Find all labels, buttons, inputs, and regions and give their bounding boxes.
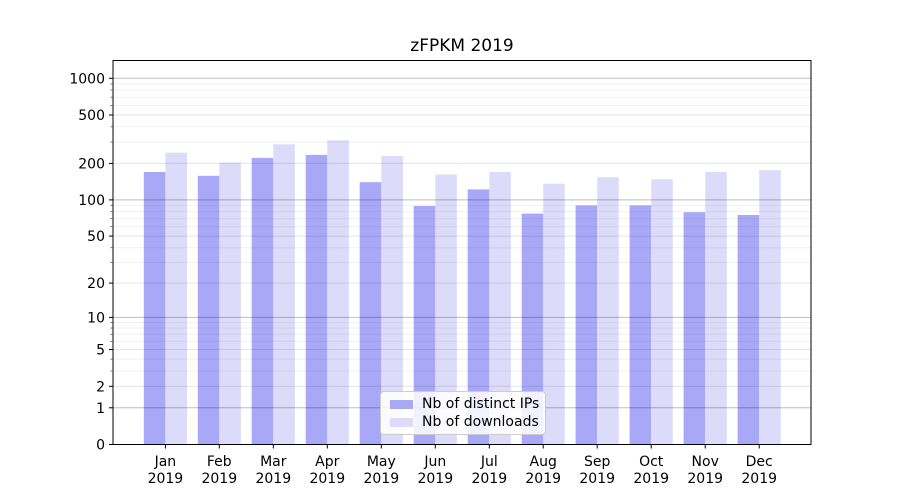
bar-may-distinct-ips — [359, 182, 382, 445]
legend: Nb of distinct IPs Nb of downloads — [380, 391, 546, 435]
bar-nov-downloads — [705, 172, 727, 445]
x-tick-label-month: Dec — [746, 454, 773, 470]
bar-oct-distinct-ips — [629, 205, 652, 445]
bar-jun-distinct-ips — [413, 206, 436, 445]
y-tick-label: 20 — [87, 276, 105, 292]
x-tick-label-month: Oct — [639, 454, 664, 470]
x-tick-label-month: Sep — [584, 454, 611, 470]
bar-apr-distinct-ips — [305, 154, 328, 445]
x-tick-label-year: 2019 — [363, 471, 399, 487]
x-tick-label-month: Mar — [260, 454, 287, 470]
bar-mar-downloads — [273, 144, 295, 445]
x-tick-label-year: 2019 — [687, 471, 723, 487]
y-tick-label: 10 — [87, 310, 105, 326]
y-tick-label: 1 — [96, 401, 105, 417]
bar-mar-distinct-ips — [251, 157, 274, 445]
bar-jul-downloads — [489, 172, 511, 445]
x-tick-label-year: 2019 — [255, 471, 291, 487]
legend-label-distinct-ips: Nb of distinct IPs — [422, 396, 540, 412]
x-tick-label-year: 2019 — [741, 471, 777, 487]
bar-dec-distinct-ips — [737, 215, 760, 445]
bar-dec-downloads — [759, 170, 781, 445]
bar-jul-distinct-ips — [467, 189, 490, 445]
bar-aug-distinct-ips — [521, 213, 544, 445]
x-tick-label-month: May — [367, 454, 396, 470]
bar-feb-distinct-ips — [197, 175, 220, 445]
y-tick-label: 0 — [96, 438, 105, 454]
bar-jan-downloads — [165, 152, 187, 445]
legend-swatch-distinct-ips — [390, 399, 413, 409]
bar-sep-downloads — [597, 177, 619, 445]
x-tick-label-month: Jun — [423, 454, 446, 470]
x-tick-label-month: Feb — [207, 454, 232, 470]
chart-title: zFPKM 2019 — [410, 36, 514, 56]
bar-sep-distinct-ips — [575, 205, 598, 445]
x-tick-label-month: Jan — [154, 454, 177, 470]
x-tick-label-year: 2019 — [201, 471, 237, 487]
x-tick-label-month: Jul — [480, 454, 498, 470]
x-tick-label-year: 2019 — [471, 471, 507, 487]
plot-border — [112, 60, 812, 445]
x-tick-label-year: 2019 — [309, 471, 345, 487]
bar-oct-downloads — [651, 179, 673, 445]
y-tick-label: 2 — [96, 379, 105, 395]
x-tick-label-year: 2019 — [633, 471, 669, 487]
bar-apr-downloads — [327, 140, 349, 445]
bar-jan-distinct-ips — [143, 172, 166, 445]
legend-entry-distinct-ips: Nb of distinct IPs — [390, 397, 545, 411]
bar-nov-distinct-ips — [683, 212, 706, 445]
y-tick-label: 200 — [78, 156, 105, 172]
x-tick-label-year: 2019 — [148, 471, 184, 487]
x-tick-label-year: 2019 — [579, 471, 615, 487]
x-tick-label-month: Aug — [530, 454, 557, 470]
x-tick-label-month: Nov — [692, 454, 719, 470]
x-tick-label-year: 2019 — [417, 471, 453, 487]
bar-may-downloads — [381, 156, 403, 445]
bar-aug-downloads — [543, 183, 565, 445]
y-tick-label: 100 — [78, 193, 105, 209]
y-tick-label: 500 — [78, 108, 105, 124]
y-tick-label: 5 — [96, 343, 105, 359]
legend-entry-downloads: Nb of downloads — [390, 415, 545, 429]
y-tick-label: 1000 — [69, 71, 105, 87]
x-tick-label-month: Apr — [315, 454, 339, 470]
bar-feb-downloads — [219, 162, 241, 445]
bar-jun-downloads — [435, 174, 457, 445]
legend-label-downloads: Nb of downloads — [422, 414, 539, 430]
y-tick-label: 50 — [87, 229, 105, 245]
x-tick-label-year: 2019 — [525, 471, 561, 487]
legend-swatch-downloads — [390, 417, 413, 427]
